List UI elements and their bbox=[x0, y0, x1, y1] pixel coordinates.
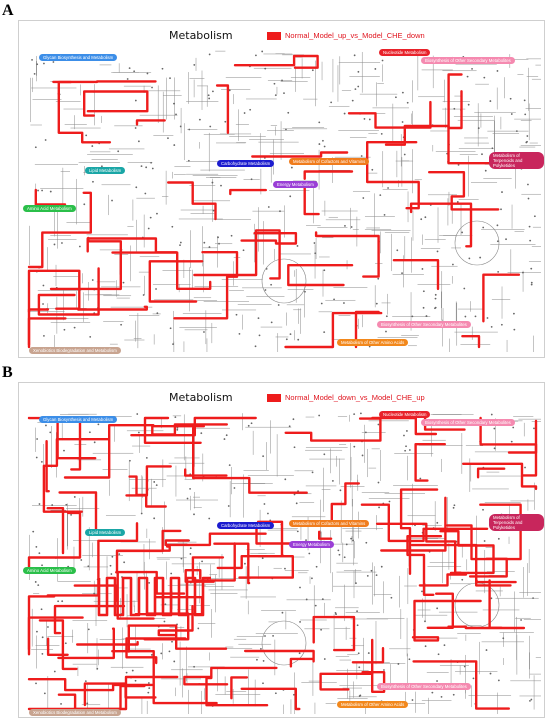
pathway-network bbox=[27, 412, 541, 714]
category-nucleotide: Nucleotide Metabolism bbox=[379, 49, 431, 56]
category-energy: Energy Metabolism bbox=[273, 181, 318, 188]
category-amino-acid: Amino Acid Metabolism bbox=[23, 205, 76, 212]
category-terpenoids: Metabolism of Terpenoids and Polyketides bbox=[489, 152, 544, 169]
network-lines bbox=[29, 412, 541, 714]
metabolism-map-panel-b: Metabolism Normal_Model_down_vs_Model_CH… bbox=[18, 382, 545, 718]
highlighted-pathways bbox=[27, 416, 538, 711]
category-other-amino-acids: Metabolism of Other Amino Acids bbox=[337, 339, 409, 346]
category-lipid: Lipid Metabolism bbox=[85, 167, 126, 174]
category-secondary-metabolites: Biosynthesis of Other Secondary Metaboli… bbox=[421, 57, 515, 64]
category-nucleotide: Nucleotide Metabolism bbox=[379, 411, 431, 418]
metabolism-map-panel-a: Metabolism Normal_Model_up_vs_Model_CHE_… bbox=[18, 20, 545, 358]
category-energy: Energy Metabolism bbox=[289, 541, 334, 548]
legend-swatch bbox=[267, 31, 281, 40]
category-secondary-metabolites-2: Biosynthesis of Other Secondary Metaboli… bbox=[377, 683, 471, 690]
legend-swatch bbox=[267, 393, 281, 402]
category-amino-acid: Amino Acid Metabolism bbox=[23, 567, 76, 574]
highlighted-pathways bbox=[27, 54, 521, 349]
category-lipid: Lipid Metabolism bbox=[85, 529, 126, 536]
legend: Normal_Model_down_vs_Model_CHE_up bbox=[267, 393, 425, 402]
category-glycan: Glycan Biosynthesis and Metabolism bbox=[39, 54, 118, 61]
map-title: Metabolism bbox=[169, 29, 233, 42]
category-secondary-metabolites-2: Biosynthesis of Other Secondary Metaboli… bbox=[377, 321, 471, 328]
category-xenobiotics: Xenobiotics Biodegradation and Metabolis… bbox=[29, 709, 121, 716]
category-glycan: Glycan Biosynthesis and Metabolism bbox=[39, 416, 118, 423]
category-cofactors: Metabolism of Cofactors and Vitamins bbox=[289, 520, 370, 527]
panel-letter-b: B bbox=[2, 364, 13, 381]
network-lines bbox=[29, 50, 541, 352]
category-carbohydrate: Carbohydrate Metabolism bbox=[217, 160, 275, 167]
pathway-network bbox=[27, 50, 541, 352]
panel-letter-a: A bbox=[2, 2, 14, 19]
legend-label: Normal_Model_down_vs_Model_CHE_up bbox=[285, 393, 425, 402]
map-title: Metabolism bbox=[169, 391, 233, 404]
category-secondary-metabolites: Biosynthesis of Other Secondary Metaboli… bbox=[421, 419, 515, 426]
category-xenobiotics: Xenobiotics Biodegradation and Metabolis… bbox=[29, 347, 121, 354]
category-cofactors: Metabolism of Cofactors and Vitamins bbox=[289, 158, 370, 165]
legend: Normal_Model_up_vs_Model_CHE_down bbox=[267, 31, 425, 40]
category-terpenoids: Metabolism of Terpenoids and Polyketides bbox=[489, 514, 544, 531]
category-other-amino-acids: Metabolism of Other Amino Acids bbox=[337, 701, 409, 708]
category-carbohydrate: Carbohydrate Metabolism bbox=[217, 522, 275, 529]
legend-label: Normal_Model_up_vs_Model_CHE_down bbox=[285, 31, 425, 40]
